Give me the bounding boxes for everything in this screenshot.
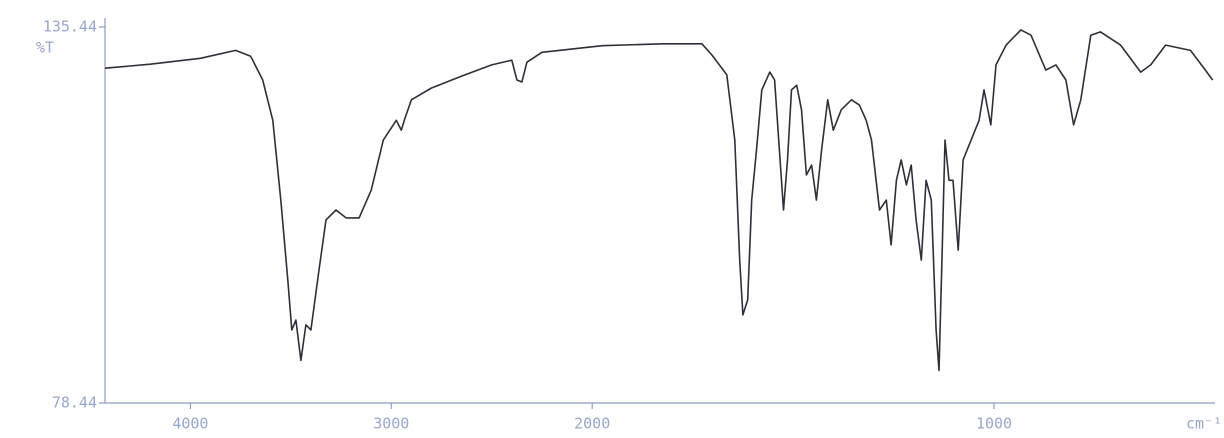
x-axis-label: cm⁻¹ [1186,415,1222,433]
x-tick-label: 3000 [373,415,409,433]
x-tick-label: 2000 [574,415,610,433]
y-axis-label: %T [36,39,54,57]
spectrum-line [104,29,1214,372]
x-tick-label: 4000 [172,415,208,433]
x-tick-label: 1000 [976,415,1012,433]
y-tick-label: 135.44 [43,18,97,36]
y-tick-label: 78.44 [52,394,97,412]
